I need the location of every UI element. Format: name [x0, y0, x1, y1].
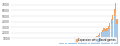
Bar	[70, 43, 72, 44]
Bar	[114, 9, 115, 16]
Bar	[86, 40, 87, 41]
Bar	[102, 30, 103, 32]
Bar	[99, 35, 100, 44]
Bar	[86, 41, 87, 44]
Bar	[98, 36, 99, 44]
Bar	[91, 40, 92, 44]
Bar	[78, 42, 79, 44]
Bar	[111, 19, 112, 24]
Bar	[89, 40, 90, 44]
Bar	[93, 39, 95, 44]
Bar	[103, 31, 105, 44]
Bar	[108, 26, 109, 29]
Bar	[115, 12, 116, 44]
Bar	[108, 29, 109, 44]
Bar	[88, 40, 89, 44]
Bar	[60, 43, 62, 44]
Bar	[92, 39, 93, 44]
Bar	[96, 37, 98, 44]
Bar	[99, 33, 100, 35]
Bar	[105, 29, 106, 32]
Bar	[73, 43, 75, 44]
Bar	[101, 32, 102, 34]
Bar	[63, 43, 64, 44]
Bar	[114, 16, 115, 44]
Bar	[96, 36, 98, 37]
Bar	[112, 15, 113, 20]
Bar	[109, 27, 111, 44]
Bar	[109, 23, 111, 27]
Bar	[72, 43, 73, 44]
Bar	[62, 43, 63, 44]
Bar	[112, 20, 113, 44]
Legend: Expansion sets, Board games: Expansion sets, Board games	[75, 37, 117, 43]
Bar	[116, 19, 118, 24]
Bar	[82, 42, 83, 44]
Bar	[101, 34, 102, 44]
Bar	[91, 39, 92, 40]
Bar	[106, 28, 108, 31]
Bar	[98, 35, 99, 36]
Bar	[75, 42, 76, 44]
Bar	[68, 43, 69, 44]
Bar	[105, 32, 106, 44]
Bar	[79, 42, 80, 44]
Bar	[95, 38, 96, 44]
Bar	[115, 3, 116, 12]
Bar	[65, 43, 66, 44]
Bar	[111, 24, 112, 44]
Bar	[106, 31, 108, 44]
Bar	[76, 42, 77, 44]
Bar	[102, 32, 103, 44]
Bar	[66, 43, 67, 44]
Bar	[95, 37, 96, 38]
Bar	[93, 38, 95, 39]
Bar	[85, 41, 86, 44]
Bar	[83, 41, 85, 44]
Bar	[103, 28, 105, 31]
Bar	[81, 42, 82, 44]
Bar	[69, 43, 70, 44]
Bar	[116, 24, 118, 44]
Bar	[59, 43, 60, 44]
